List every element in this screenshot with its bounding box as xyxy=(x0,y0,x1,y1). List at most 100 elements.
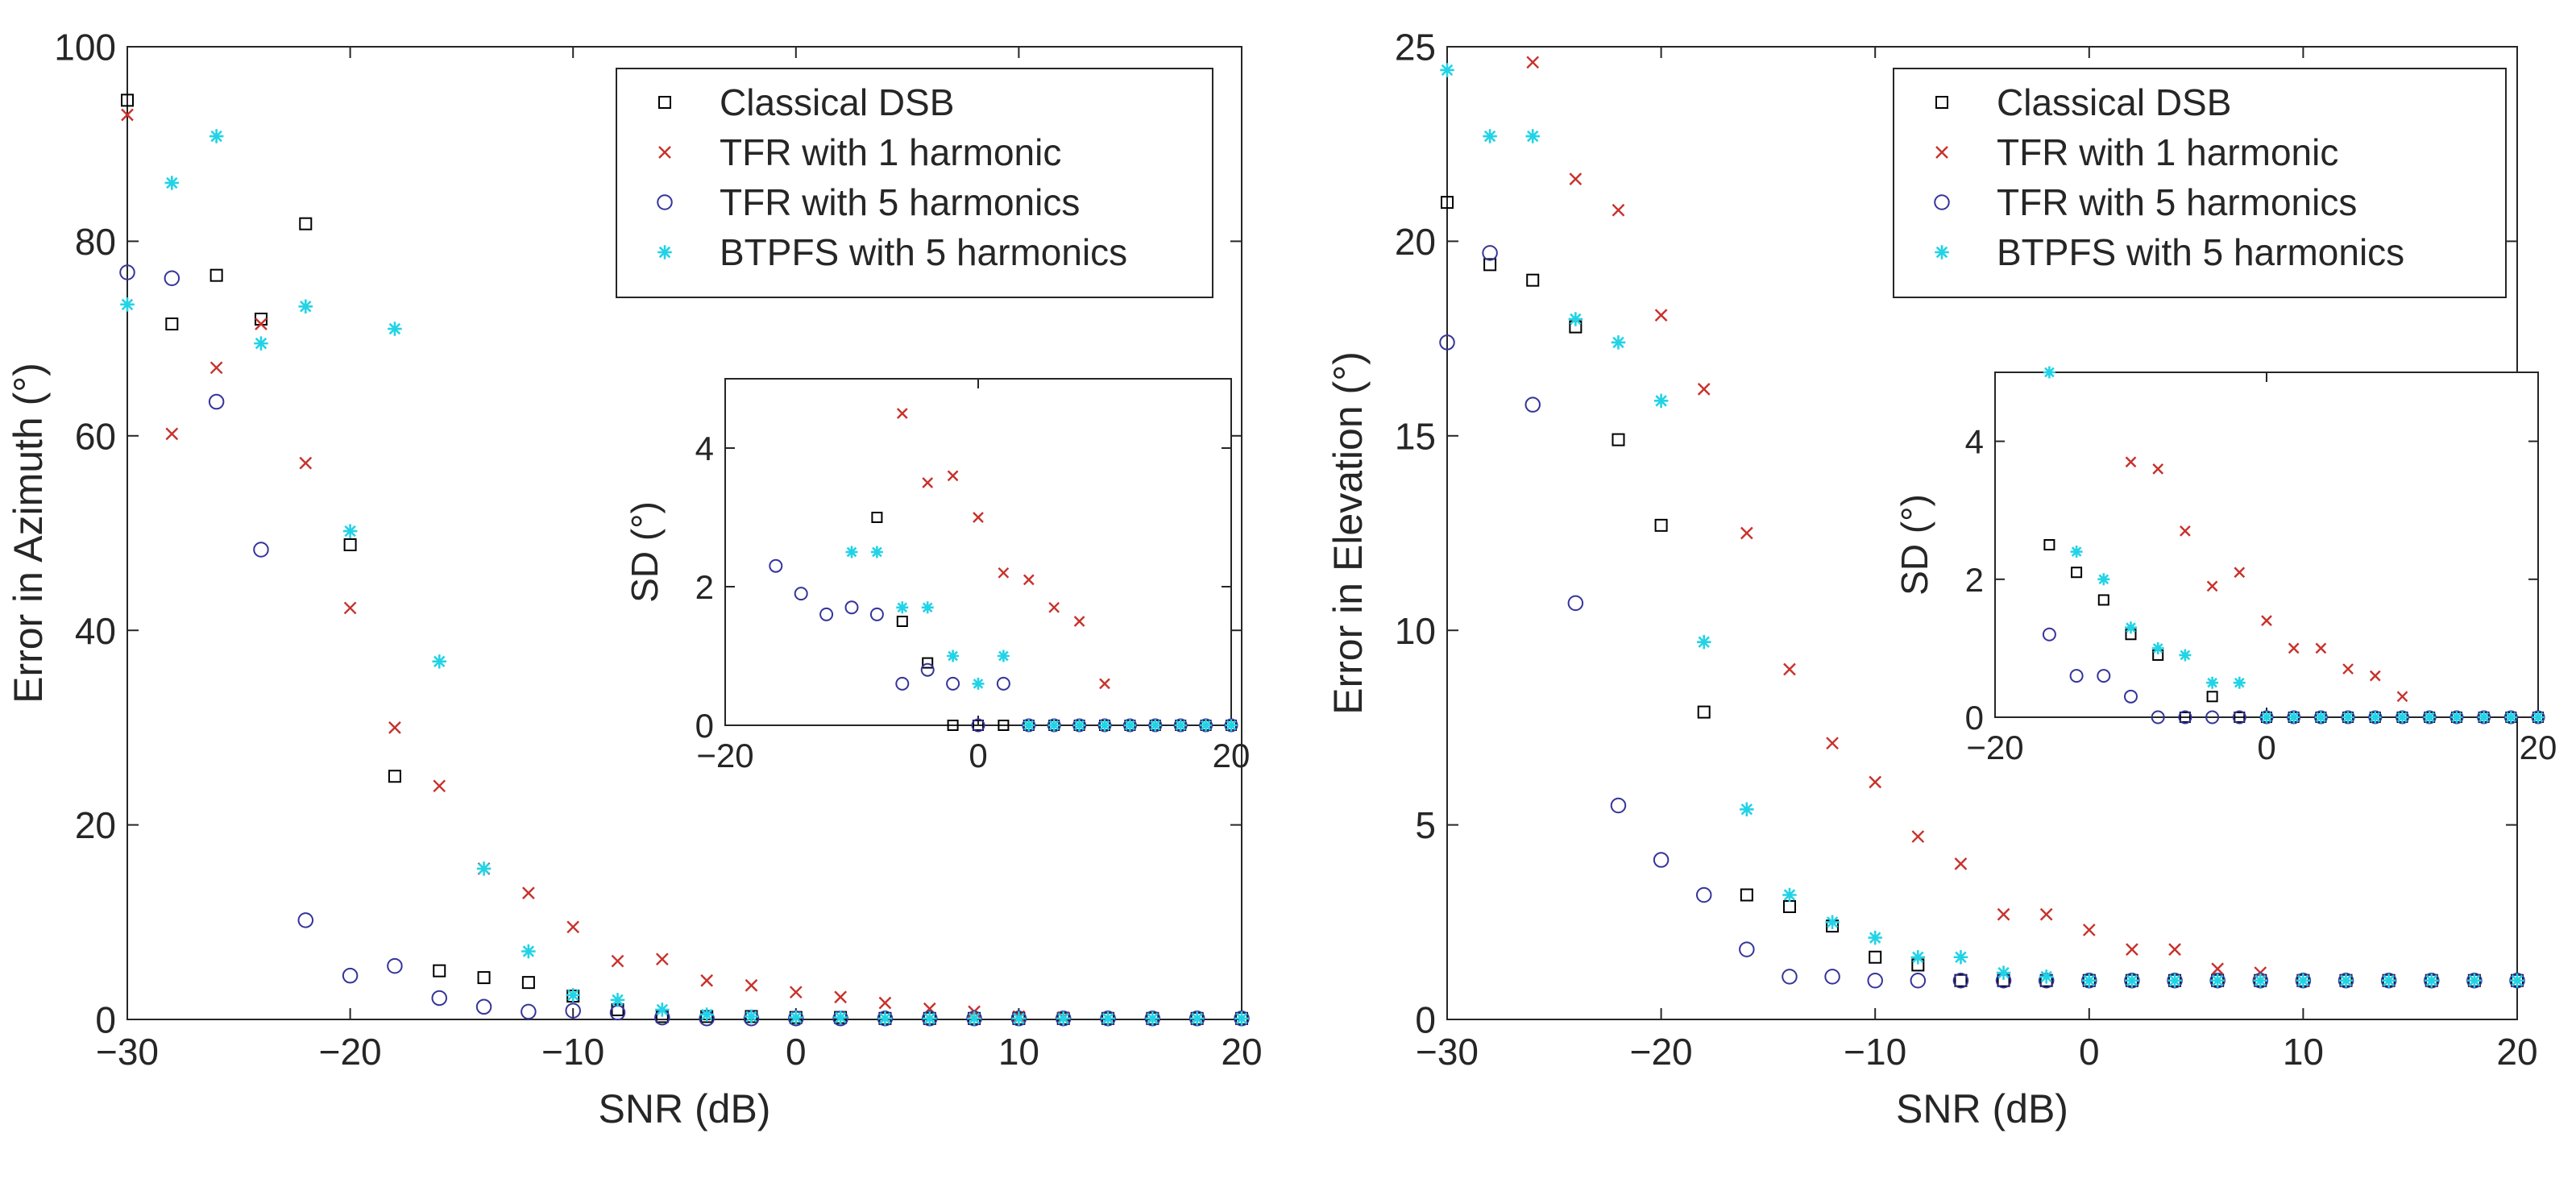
data-point xyxy=(1869,950,1882,964)
inset-data-point xyxy=(947,470,959,482)
data-point xyxy=(1696,634,1711,650)
data-point xyxy=(121,108,134,122)
data-point xyxy=(1612,433,1625,446)
data-point xyxy=(2210,973,2225,988)
inset-data-point xyxy=(2396,691,2408,703)
legend: Classical DSB TFR with 1 harmonic TFR with… xyxy=(616,68,1213,298)
x-tick-label: −30 xyxy=(1416,1031,1479,1073)
data-point xyxy=(2168,943,2181,956)
data-point xyxy=(1783,662,1796,676)
data-point xyxy=(1654,518,1668,532)
inset-data-point xyxy=(769,558,783,573)
data-point xyxy=(1525,129,1540,143)
inset-data-point xyxy=(1098,719,1111,732)
inset-x-tick-label: 20 xyxy=(2520,729,2557,766)
legend-marker xyxy=(658,96,671,109)
data-point xyxy=(521,1003,537,1020)
data-point xyxy=(343,538,357,551)
legend-marker xyxy=(658,146,671,159)
inset-data-point xyxy=(1200,719,1213,732)
inset-data-point xyxy=(1174,719,1187,732)
x-axis-label: SNR (dB) xyxy=(1896,1086,2068,1131)
y-tick-label: 0 xyxy=(1415,999,1436,1041)
inset-data-point xyxy=(2042,627,2056,641)
data-point xyxy=(745,978,758,992)
inset-data-point xyxy=(2234,567,2246,579)
data-point xyxy=(1996,965,2011,980)
inset-data-point xyxy=(973,512,984,523)
data-point xyxy=(1612,203,1625,217)
inset-data-point xyxy=(2043,539,2055,550)
data-point xyxy=(342,524,358,538)
data-point xyxy=(2510,973,2524,988)
data-point xyxy=(1997,907,2010,921)
inset-data-point xyxy=(2205,710,2220,724)
y-axis-label: Error in Elevation (°) xyxy=(1325,351,1371,715)
legend-marker xyxy=(1934,194,1950,210)
inset-data-point xyxy=(2233,676,2246,689)
inset-data-point xyxy=(2369,711,2382,724)
inset-x-tick-label: −20 xyxy=(1966,729,2023,766)
data-point xyxy=(1825,915,1840,930)
data-point xyxy=(119,264,135,280)
inset-data-point xyxy=(1048,601,1060,613)
legend-marker xyxy=(1935,96,1948,109)
inset-data-point xyxy=(2260,711,2273,724)
data-point xyxy=(522,886,535,899)
legend-entry-label: TFR with 1 harmonic xyxy=(720,131,1061,173)
data-point xyxy=(1910,950,1926,965)
legend-entry-label: Classical DSB xyxy=(720,81,954,123)
data-point xyxy=(1697,383,1711,396)
data-point xyxy=(1483,129,1497,143)
data-point xyxy=(1441,196,1454,210)
data-point xyxy=(1911,830,1925,843)
inset-data-point xyxy=(845,546,858,558)
data-point xyxy=(2381,973,2396,988)
data-point xyxy=(878,996,892,1010)
legend-entry-label: TFR with 5 harmonics xyxy=(1997,181,2357,223)
data-point xyxy=(1952,972,1969,989)
inset-y-tick-label: 2 xyxy=(1965,561,1984,599)
data-point xyxy=(1234,1011,1249,1026)
data-point xyxy=(208,393,225,410)
data-point xyxy=(789,1010,803,1025)
data-point xyxy=(610,993,625,1007)
inset-data-point xyxy=(2314,711,2327,724)
data-point xyxy=(1697,705,1711,719)
data-point xyxy=(299,456,313,470)
inset-data-point xyxy=(1073,616,1085,627)
data-point xyxy=(209,361,223,375)
data-point xyxy=(2253,973,2268,988)
legend-entry-label: Classical DSB xyxy=(1997,81,2231,123)
data-point xyxy=(1782,887,1797,903)
data-point xyxy=(2167,973,2182,988)
x-tick-label: 10 xyxy=(998,1031,1039,1073)
inset-data-point xyxy=(2179,649,2192,662)
inset-data-point xyxy=(2178,710,2192,724)
data-point xyxy=(475,998,492,1015)
data-point xyxy=(476,861,492,876)
data-point xyxy=(165,427,179,441)
inset-data-point xyxy=(2342,663,2354,675)
data-point xyxy=(566,988,580,1003)
inset-data-point xyxy=(895,676,910,691)
inset-data-point xyxy=(972,677,985,690)
inset-data-point xyxy=(1023,574,1035,586)
inset-x-tick-label: −20 xyxy=(696,737,753,774)
x-tick-label: 0 xyxy=(786,1031,807,1073)
data-point xyxy=(298,299,313,314)
data-point xyxy=(1740,802,1754,817)
inset-data-point xyxy=(973,720,984,731)
data-point xyxy=(2082,973,2097,988)
inset-data-point xyxy=(947,720,959,731)
inset-y-tick-label: 4 xyxy=(695,430,714,467)
data-point xyxy=(297,912,314,928)
y-tick-label: 60 xyxy=(75,415,116,457)
inset-data-point xyxy=(871,512,883,523)
data-point xyxy=(566,920,580,934)
inset-data-point xyxy=(2532,711,2545,724)
